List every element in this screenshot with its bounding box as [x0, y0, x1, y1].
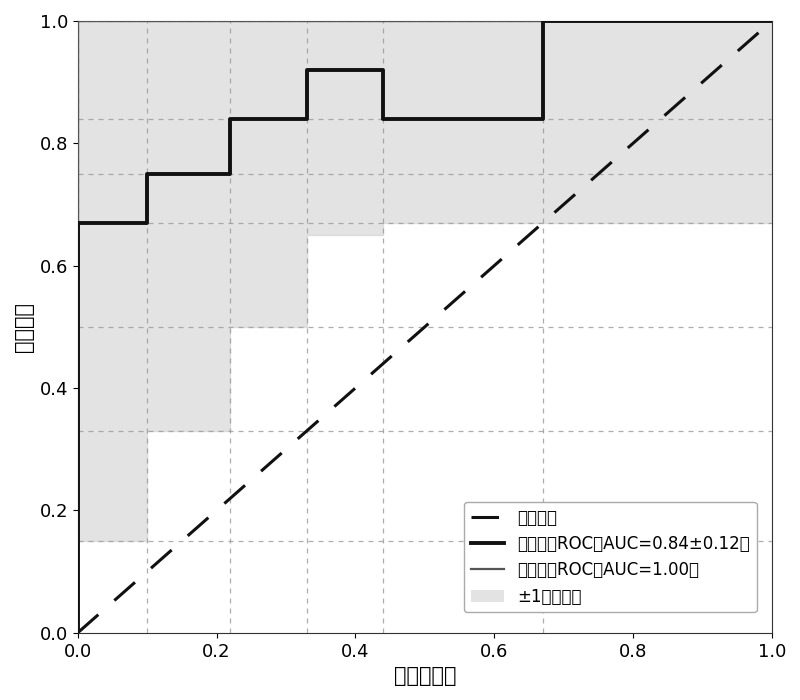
Legend: 纯机遇线, 发现阶段ROC（AUC=0.84±0.12）, 验证阶段ROC（AUC=1.00）, ±1标准偏差: 纯机遇线, 发现阶段ROC（AUC=0.84±0.12）, 验证阶段ROC（AU…: [464, 502, 757, 612]
X-axis label: 假阳性概率: 假阳性概率: [394, 666, 456, 686]
Y-axis label: 命中概率: 命中概率: [14, 302, 34, 352]
